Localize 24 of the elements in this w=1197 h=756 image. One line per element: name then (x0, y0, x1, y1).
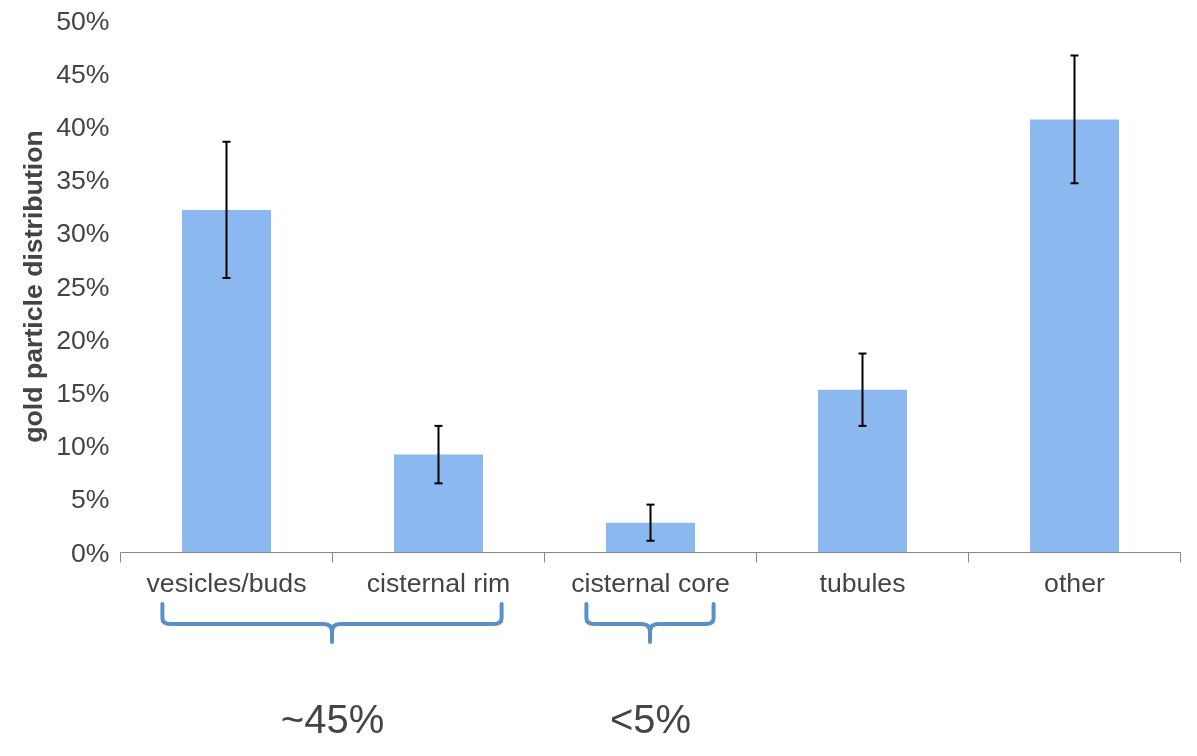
bar (181, 209, 272, 553)
bar (393, 454, 484, 553)
y-axis-title: gold particle distribution (18, 130, 49, 443)
x-tick-label: vesicles/buds (146, 567, 307, 598)
y-tick-label: 30% (56, 218, 110, 249)
text: ~45% (280, 696, 385, 741)
y-tick-label: 5% (70, 484, 110, 515)
y-tick-label: 15% (56, 377, 110, 408)
x-tick-label: cisternal rim (366, 567, 511, 598)
bar (1029, 119, 1120, 553)
y-tick-label: 40% (56, 111, 110, 142)
bar (605, 522, 696, 553)
x-tick-label: cisternal core (571, 567, 730, 598)
y-tick-label: 35% (56, 165, 110, 196)
y-tick-label: 10% (56, 431, 110, 462)
y-tick-label: 50% (56, 5, 110, 36)
bar (817, 389, 908, 553)
y-tick-label: 25% (56, 271, 110, 302)
x-tick-label: tubules (819, 567, 906, 598)
text: <5% (609, 696, 692, 741)
y-tick-label: 0% (70, 537, 110, 568)
y-tick-label: 45% (56, 58, 110, 89)
y-tick-label: 20% (56, 324, 110, 355)
x-tick-label: other (1044, 567, 1105, 598)
